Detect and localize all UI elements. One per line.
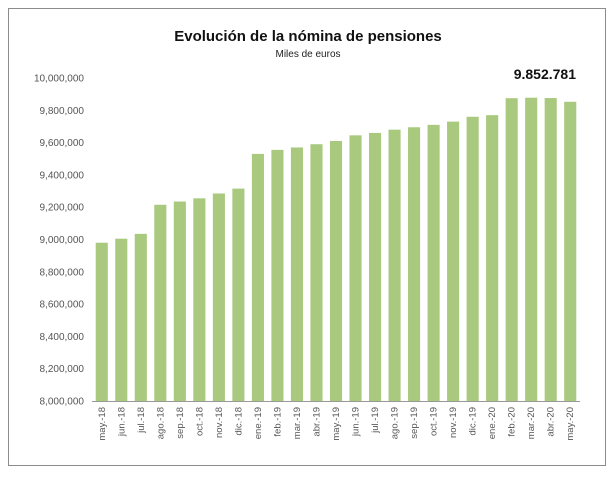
- x-tick-label: oct.-19: [429, 407, 440, 436]
- chart-subtitle: Miles de euros: [275, 49, 341, 60]
- y-tick-label: 8,400,000: [40, 332, 85, 343]
- bar: [486, 115, 499, 402]
- x-tick-label: mar.-20: [526, 407, 537, 439]
- x-tick-label: abr.-19: [311, 407, 322, 437]
- bar: [290, 147, 304, 401]
- x-tick-label: nov.-19: [448, 407, 459, 438]
- bar: [349, 135, 362, 401]
- bar: [115, 238, 128, 401]
- bar: [95, 242, 108, 401]
- x-tick-label: ene.-19: [253, 407, 264, 439]
- x-tick-label: feb.-19: [272, 407, 283, 437]
- x-tick-label: ago.-18: [155, 407, 166, 439]
- x-tick-label: may.-18: [97, 407, 108, 441]
- bar: [232, 188, 245, 401]
- x-tick-label: oct.-18: [194, 407, 205, 436]
- x-tick-label: may.-20: [565, 407, 576, 441]
- x-tick-label: jul.-19: [370, 407, 381, 434]
- bar: [408, 127, 421, 401]
- bar: [427, 124, 440, 402]
- y-tick-label: 8,200,000: [40, 364, 85, 375]
- y-tick-label: 9,200,000: [40, 203, 85, 214]
- x-tick-label: dic.-19: [468, 407, 479, 436]
- y-tick-label: 9,400,000: [40, 170, 85, 181]
- x-tick-label: sep.-18: [175, 407, 186, 439]
- last-value-annotation: 9.852.781: [513, 66, 576, 82]
- y-tick-label: 9,800,000: [40, 106, 85, 117]
- bar: [173, 201, 186, 401]
- y-tick-label: 9,600,000: [40, 138, 85, 149]
- bar: [329, 140, 343, 402]
- x-tick-label: jun.-19: [351, 407, 362, 437]
- x-tick-label: jul.-18: [136, 407, 147, 434]
- bar: [154, 204, 167, 401]
- bar: [466, 116, 479, 401]
- bar: [388, 129, 401, 401]
- bar: [564, 101, 577, 401]
- y-tick-label: 8,800,000: [40, 267, 85, 278]
- x-tick-label: sep.-19: [409, 407, 420, 439]
- bar: [310, 144, 323, 401]
- x-tick-label: feb.-20: [507, 407, 518, 437]
- bar: [212, 193, 225, 401]
- bar: [544, 98, 557, 401]
- y-tick-label: 8,600,000: [40, 300, 85, 311]
- x-tick-label: nov.-18: [214, 407, 225, 438]
- x-tick-label: may.-19: [331, 407, 342, 441]
- x-tick-label: mar.-19: [292, 407, 303, 439]
- bar: [271, 149, 284, 401]
- bar: [134, 233, 147, 401]
- y-tick-label: 8,000,000: [40, 397, 85, 408]
- x-tick-label: abr.-20: [546, 407, 557, 437]
- x-tick-label: ene.-20: [487, 407, 498, 439]
- y-tick-label: 10,000,000: [34, 74, 84, 85]
- bar: [447, 121, 460, 401]
- x-tick-label: jun.-18: [116, 407, 127, 437]
- x-tick-label: ago.-19: [390, 407, 401, 439]
- x-tick-label: dic.-18: [233, 407, 244, 436]
- y-tick-label: 9,000,000: [40, 235, 85, 246]
- bar: [525, 97, 538, 401]
- bar: [505, 98, 518, 401]
- bar: [251, 153, 264, 401]
- bar: [368, 132, 382, 401]
- bar: [193, 198, 206, 401]
- chart-title: Evolución de la nómina de pensiones: [174, 28, 442, 45]
